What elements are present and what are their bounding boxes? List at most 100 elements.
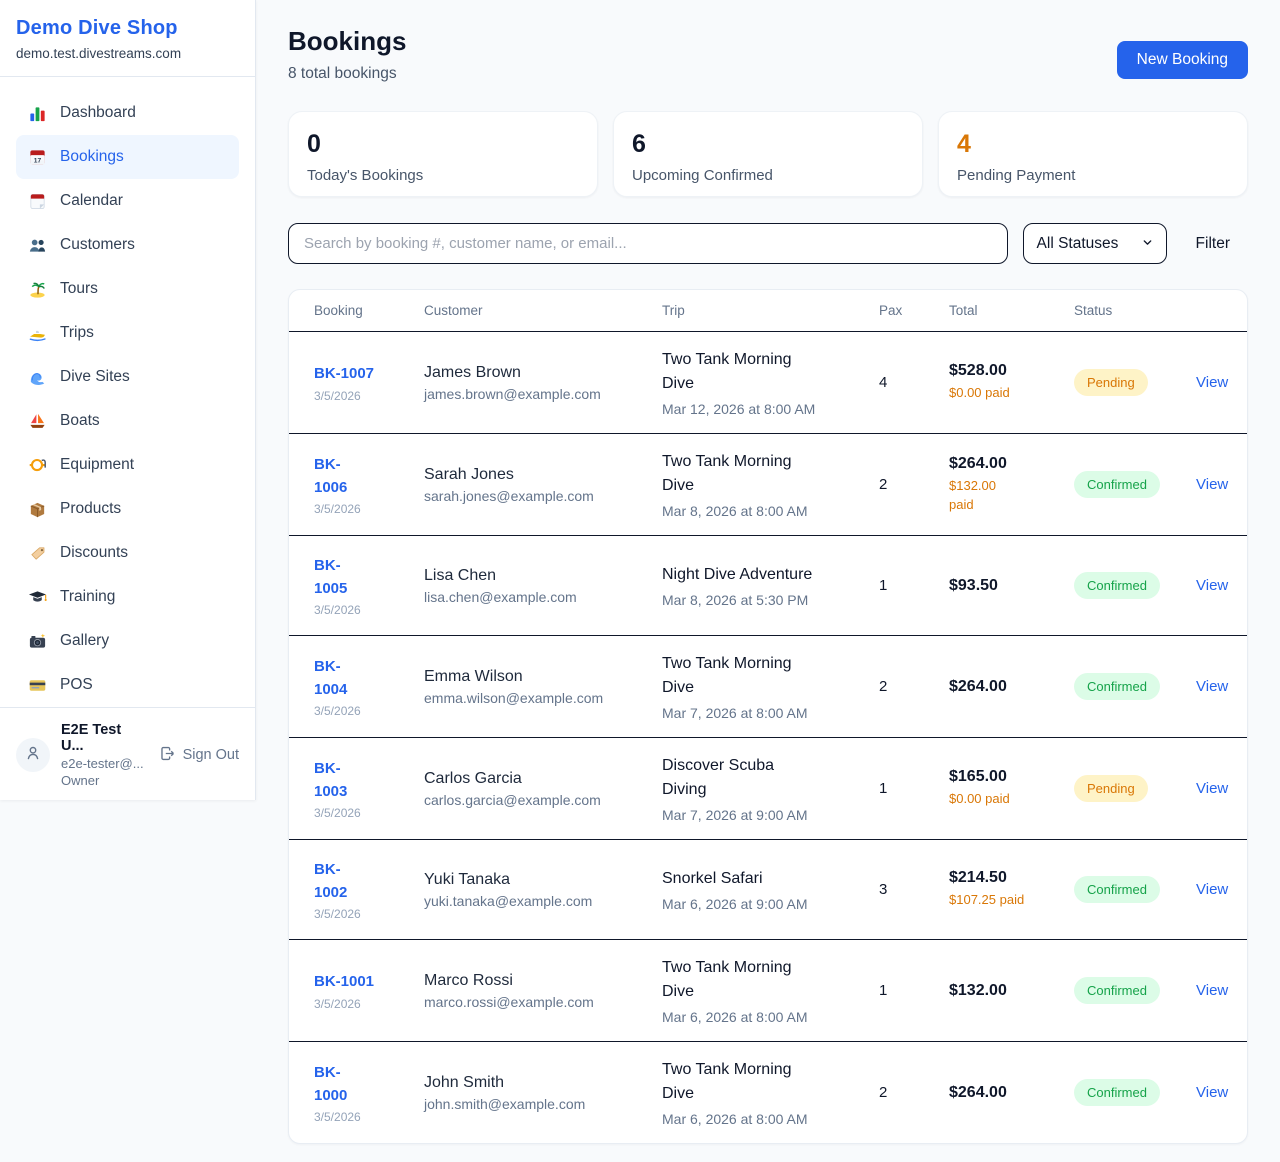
trip-datetime: Mar 6, 2026 at 9:00 AM (662, 896, 808, 912)
booking-row-bk-1003: BK- 1003 3/5/2026 Carlos Garcia carlos.garci… (289, 737, 1247, 839)
stat-card-todays-bookings: 0 Today's Bookings (288, 111, 598, 197)
booking-date: 3/5/2026 (314, 907, 361, 922)
stat-label: Pending Payment (957, 167, 1076, 184)
customer-email: marco.rossi@example.com (424, 993, 594, 1010)
booking-row-bk-1004: BK- 1004 3/5/2026 Emma Wilson emma.wilson@ex… (289, 635, 1247, 737)
status-cell: Confirmed (1074, 471, 1196, 498)
sidebar-item-trips[interactable]: Trips (16, 311, 239, 355)
sign-out-button[interactable]: Sign Out (159, 745, 239, 766)
status-badge: Confirmed (1074, 572, 1160, 599)
view-link[interactable]: View (1196, 981, 1229, 999)
booking-id-link[interactable]: BK- 1002 (314, 860, 348, 901)
sidebar-item-bookings[interactable]: 17 Bookings (16, 135, 239, 179)
customer-cell: Emma Wilson emma.wilson@example.com (424, 668, 662, 706)
sidebar-item-pos[interactable]: POS (16, 663, 239, 707)
trip-cell: Two Tank Morning Dive Mar 6, 2026 at 8:00 … (662, 1058, 879, 1127)
view-link[interactable]: View (1196, 677, 1229, 695)
paid-amount: $0.00 paid (949, 385, 1010, 401)
column-header-booking: Booking (314, 303, 363, 318)
view-link[interactable]: View (1196, 475, 1229, 493)
trip-name: Two Tank Morning Dive (662, 1061, 792, 1102)
filter-button[interactable]: Filter (1182, 235, 1248, 253)
view-cell: View (1196, 374, 1228, 392)
status-badge: Confirmed (1074, 471, 1160, 498)
customer-cell: Sarah Jones sarah.jones@example.com (424, 466, 662, 504)
booking-cell: BK-1007 3/5/2026 (314, 362, 424, 402)
booking-date: 3/5/2026 (314, 996, 361, 1011)
column-header-pax: Pax (879, 303, 903, 318)
pax-value: 2 (879, 1084, 888, 1101)
total-cell: $264.00 (949, 1084, 1074, 1102)
sidebar-item-products[interactable]: Products (16, 487, 239, 531)
sidebar-item-gallery[interactable]: Gallery (16, 619, 239, 663)
customer-cell: Yuki Tanaka yuki.tanaka@example.com (424, 871, 662, 909)
pax-value: 2 (879, 678, 888, 695)
customer-name: Marco Rossi (424, 971, 513, 989)
trip-datetime: Mar 8, 2026 at 5:30 PM (662, 592, 809, 608)
booking-id-link[interactable]: BK- 1000 (314, 1063, 348, 1104)
customer-name: Lisa Chen (424, 566, 497, 584)
search-input[interactable] (288, 223, 1008, 264)
sidebar-item-dashboard[interactable]: Dashboard (16, 91, 239, 135)
stat-label: Today's Bookings (307, 167, 424, 184)
booking-cell: BK-1001 3/5/2026 (314, 970, 424, 1010)
table-header-row: Booking Customer Trip Pax Total Status (289, 290, 1247, 332)
booking-cell: BK- 1006 3/5/2026 (314, 453, 424, 517)
sidebar-item-training[interactable]: Training (16, 575, 239, 619)
sidebar-item-customers[interactable]: Customers (16, 223, 239, 267)
view-link[interactable]: View (1196, 779, 1229, 797)
bar-chart-icon (28, 104, 47, 123)
stat-card-pending-payment: 4 Pending Payment (938, 111, 1248, 197)
view-link[interactable]: View (1196, 576, 1229, 594)
booking-id-link[interactable]: BK- 1006 (314, 455, 348, 496)
view-link[interactable]: View (1196, 373, 1229, 391)
trip-name: Two Tank Morning Dive (662, 351, 792, 392)
booking-id-link[interactable]: BK- 1003 (314, 759, 348, 800)
booking-cell: BK- 1000 3/5/2026 (314, 1061, 424, 1125)
booking-date: 3/5/2026 (314, 603, 361, 618)
status-cell: Confirmed (1074, 1079, 1196, 1106)
booking-id-link[interactable]: BK-1007 (314, 365, 375, 383)
sidebar-item-label: POS (60, 676, 93, 693)
pax-value: 1 (879, 780, 888, 797)
view-link[interactable]: View (1196, 880, 1229, 898)
customer-name: James Brown (424, 363, 521, 381)
stats-row: 0 Today's Bookings 6 Upcoming Confirmed … (288, 111, 1248, 197)
booking-id-link[interactable]: BK-1001 (314, 973, 375, 991)
page-title: Bookings (288, 26, 407, 56)
brand-name: Demo Dive Shop (16, 17, 178, 39)
booking-row-bk-1000: BK- 1000 3/5/2026 John Smith john.smith@exam… (289, 1041, 1247, 1143)
trip-name: Discover Scuba Diving (662, 757, 775, 798)
booking-row-bk-1001: BK-1001 3/5/2026 Marco Rossi marco.rossi@ex… (289, 939, 1247, 1041)
island-icon (28, 280, 47, 299)
booking-id-link[interactable]: BK- 1004 (314, 657, 348, 698)
booking-row-bk-1005: BK- 1005 3/5/2026 Lisa Chen lisa.chen@exampl… (289, 535, 1247, 635)
total-value: $264.00 (949, 677, 1007, 695)
view-cell: View (1196, 881, 1228, 899)
sidebar-item-discounts[interactable]: Discounts (16, 531, 239, 575)
sidebar-item-calendar[interactable]: Calendar (16, 179, 239, 223)
view-cell: View (1196, 577, 1228, 595)
stat-label: Upcoming Confirmed (632, 167, 773, 184)
sidebar-item-label: Gallery (60, 632, 110, 649)
sidebar-item-boats[interactable]: Boats (16, 399, 239, 443)
total-value: $132.00 (949, 981, 1007, 999)
sidebar-item-dive-sites[interactable]: Dive Sites (16, 355, 239, 399)
sailboat-icon (28, 412, 47, 431)
brand-domain: demo.test.divestreams.com (16, 46, 182, 61)
customer-name: John Smith (424, 1073, 505, 1091)
view-link[interactable]: View (1196, 1083, 1229, 1101)
sidebar-item-label: Discounts (60, 544, 129, 561)
sidebar-item-tours[interactable]: Tours (16, 267, 239, 311)
booking-date: 3/5/2026 (314, 1110, 361, 1125)
paid-amount: $0.00 paid (949, 791, 1010, 807)
customer-email: john.smith@example.com (424, 1095, 586, 1112)
booking-id-link[interactable]: BK- 1005 (314, 556, 348, 597)
sidebar-item-equipment[interactable]: Equipment (16, 443, 239, 487)
booking-date: 3/5/2026 (314, 502, 361, 517)
new-booking-button[interactable]: New Booking (1116, 41, 1248, 79)
pax-value: 1 (879, 982, 888, 999)
sidebar-item-label: Bookings (60, 148, 124, 165)
user-info: E2E Test U... e2e-tester@... Owner (61, 722, 148, 788)
status-filter-select[interactable]: All Statuses (1022, 223, 1167, 264)
